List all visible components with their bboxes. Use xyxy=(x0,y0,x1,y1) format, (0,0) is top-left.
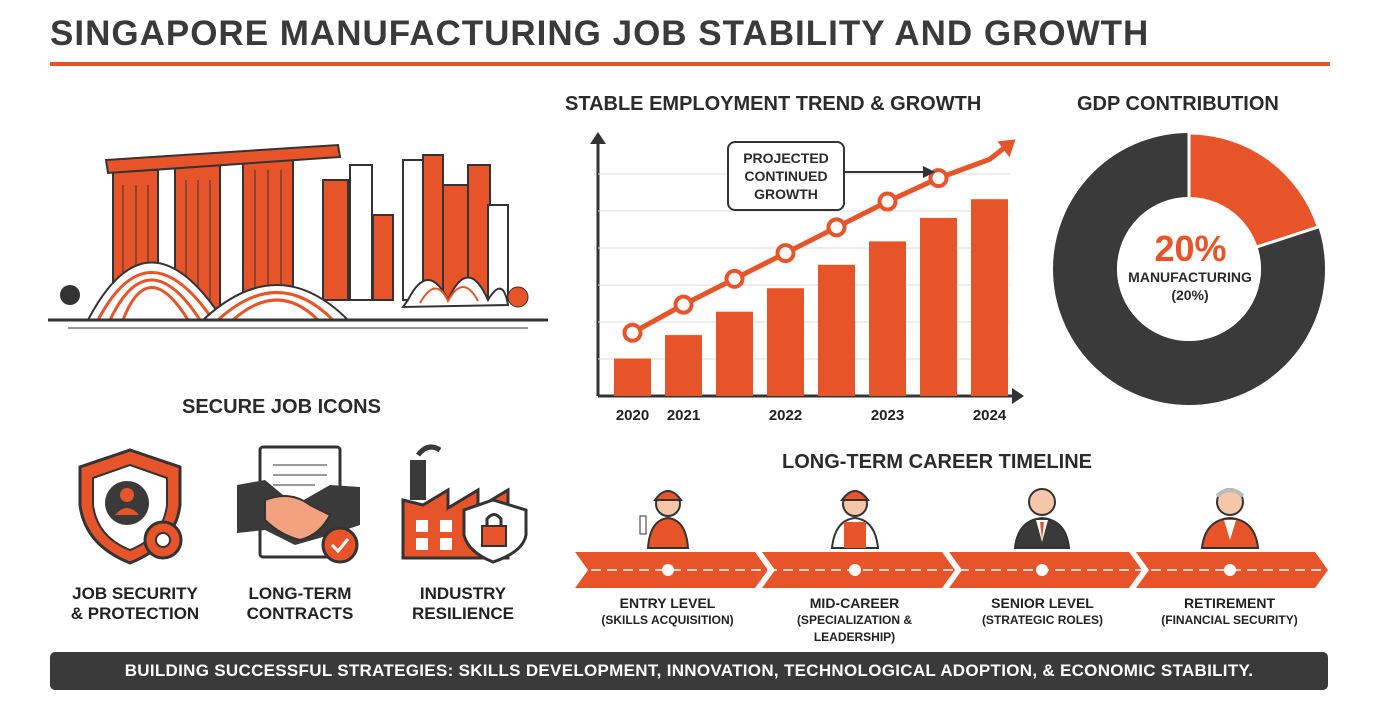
secure-jobs-heading: SECURE JOB ICONS xyxy=(182,396,381,418)
secure-item-line1: JOB SECURITY xyxy=(72,584,198,603)
year-tick-label: 2023 xyxy=(870,407,905,424)
trend-point xyxy=(877,191,898,212)
stage-sub: (SPECIALIZATION & xyxy=(796,613,913,627)
callout-line: CONTINUED xyxy=(744,168,828,184)
retiree-icon xyxy=(1200,488,1260,549)
trend-point xyxy=(826,217,847,238)
timeline-stage-senior: SENIOR LEVEL (STRATEGIC ROLES) xyxy=(960,595,1125,629)
employment-bar xyxy=(818,264,855,396)
footer-banner: BUILDING SUCCESSFUL STRATEGIES: SKILLS D… xyxy=(50,652,1328,690)
employment-year-labels: 2020 2021 2022 2023 2024 xyxy=(580,407,1030,427)
stage-sub: (STRATEGIC ROLES) xyxy=(981,613,1104,627)
secure-item-line2: & PROTECTION xyxy=(70,604,200,623)
x-axis-arrow-icon xyxy=(1012,388,1024,404)
timeline-heading: LONG-TERM CAREER TIMELINE xyxy=(782,451,1092,473)
factory-lock-icon xyxy=(401,444,528,564)
secure-item-line2: RESILIENCE xyxy=(411,604,515,623)
career-timeline xyxy=(575,488,1328,588)
gdp-label-main: MANUFACTURING xyxy=(1128,269,1252,285)
stage-title: ENTRY LEVEL xyxy=(619,595,716,611)
donut-hole xyxy=(1117,197,1261,341)
secure-item-line1: INDUSTRY xyxy=(419,584,507,603)
stage-title: MID-CAREER xyxy=(809,595,900,611)
trend-point xyxy=(724,268,745,289)
manager-icon xyxy=(1013,488,1071,549)
stage-title: RETIREMENT xyxy=(1184,595,1275,611)
secure-item-label: LONG-TERM CONTRACTS xyxy=(225,584,375,624)
title-divider xyxy=(50,62,1330,66)
employment-bar xyxy=(716,311,753,396)
year-tick-label: 2021 xyxy=(666,407,701,424)
year-tick-label: 2024 xyxy=(972,407,1007,424)
worker-icon xyxy=(830,490,880,549)
page-title: SINGAPORE MANUFACTURING JOB STABILITY AN… xyxy=(50,14,1150,53)
trend-point xyxy=(775,243,796,264)
secure-item-label: INDUSTRY RESILIENCE xyxy=(388,584,538,624)
employment-bar xyxy=(614,358,651,396)
secure-item-line2: CONTRACTS xyxy=(246,604,354,623)
gdp-heading: GDP CONTRIBUTION xyxy=(1077,93,1279,115)
gdp-donut-chart xyxy=(1053,131,1325,405)
gdp-percent: 20% xyxy=(1154,228,1227,269)
year-tick-label: 2020 xyxy=(615,407,650,424)
shield-gear-icon xyxy=(78,448,183,565)
trend-point xyxy=(673,294,694,315)
trend-point xyxy=(622,322,643,343)
young-worker-icon xyxy=(639,490,690,549)
employment-bar xyxy=(920,217,957,396)
employment-chart-heading: STABLE EMPLOYMENT TREND & GROWTH xyxy=(565,93,982,115)
employment-bar xyxy=(665,335,702,396)
gdp-label-sub: (20%) xyxy=(1171,287,1209,303)
callout-line: PROJECTED xyxy=(743,150,829,166)
timeline-stage-retirement: RETIREMENT (FINANCIAL SECURITY) xyxy=(1147,595,1312,629)
secure-item-label: JOB SECURITY & PROTECTION xyxy=(60,584,210,624)
timeline-stage-mid: MID-CAREER (SPECIALIZATION & LEADERSHIP) xyxy=(772,595,937,646)
gdp-label: MANUFACTURING (20%) xyxy=(1105,268,1275,304)
year-tick-label: 2022 xyxy=(768,407,803,424)
handshake-contract-icon xyxy=(237,445,360,564)
employment-bar xyxy=(869,241,906,396)
secure-item-line1: LONG-TERM xyxy=(248,584,352,603)
trend-arrow-icon xyxy=(997,139,1016,158)
singapore-skyline-illustration xyxy=(48,143,548,329)
stage-sub: (FINANCIAL SECURITY) xyxy=(1161,613,1298,627)
employment-bar xyxy=(971,199,1008,396)
callout-line: GROWTH xyxy=(754,186,818,202)
stage-sub-2: LEADERSHIP) xyxy=(813,630,896,644)
projected-growth-callout: PROJECTED CONTINUED GROWTH xyxy=(727,141,845,211)
stage-title: SENIOR LEVEL xyxy=(991,595,1094,611)
y-axis-arrow-icon xyxy=(590,132,606,144)
employment-bar xyxy=(767,288,804,396)
stage-sub: (SKILLS ACQUISITION) xyxy=(601,613,734,627)
trend-point xyxy=(928,168,949,189)
employment-bar-chart xyxy=(590,132,1024,404)
timeline-stage-entry: ENTRY LEVEL (SKILLS ACQUISITION) xyxy=(585,595,750,629)
callout-arrow-icon xyxy=(845,166,935,178)
